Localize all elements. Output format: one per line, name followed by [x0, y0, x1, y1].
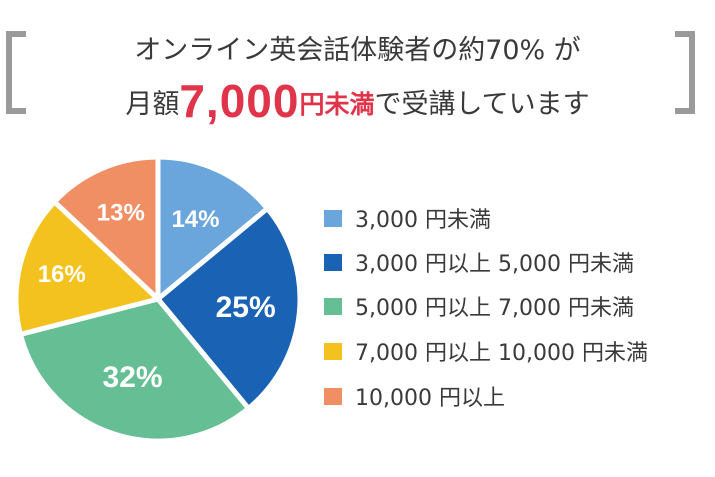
legend-item: 3,000 円未満 [324, 200, 491, 236]
legend-swatch-icon [324, 297, 342, 315]
slice-percent-label: 25% [216, 291, 276, 324]
pie-chart: 14% 25% 32% 16% 13% [13, 154, 303, 444]
headline-line-1: オンライン英会話体験者の約70% が [134, 35, 581, 66]
legend-item: 3,000 円以上 5,000 円未満 [324, 244, 634, 280]
legend-label: 7,000 円以上 10,000 円未満 [355, 341, 648, 366]
headline-prefix: 月額 [125, 89, 180, 120]
legend-label: 3,000 円未満 [355, 208, 491, 233]
headline-line-2: 月額7,000円未満で受講しています [0, 74, 715, 128]
legend-item: 10,000 円以上 [324, 378, 505, 414]
slice-percent-label: 16% [38, 261, 86, 288]
headline-suffix: で受講しています [374, 89, 590, 120]
pie-slice [155, 154, 270, 302]
slice-percent-label: 13% [97, 199, 145, 226]
slice-percent-label: 14% [171, 206, 219, 233]
legend-label: 3,000 円以上 5,000 円未満 [355, 252, 634, 277]
headline-amount: 7,000 [179, 75, 300, 127]
legend-label: 10,000 円以上 [355, 386, 505, 411]
pie-slice [51, 154, 161, 302]
legend-item: 5,000 円以上 7,000 円未満 [324, 288, 634, 324]
legend-swatch-icon [324, 253, 342, 271]
legend-swatch-icon [324, 209, 342, 227]
legend-swatch-icon [324, 342, 342, 360]
slice-percent-label: 32% [103, 361, 163, 394]
legend-item: 7,000 円以上 10,000 円未満 [324, 333, 648, 369]
headline-highlight: 円未満 [299, 90, 375, 119]
pie-slice [155, 205, 303, 411]
left-bracket-decoration [6, 31, 26, 114]
right-bracket-decoration [675, 31, 695, 114]
pie-slice [17, 296, 252, 444]
legend-label: 5,000 円以上 7,000 円未満 [355, 296, 634, 321]
pie-slice [13, 199, 161, 337]
legend-swatch-icon [324, 387, 342, 405]
